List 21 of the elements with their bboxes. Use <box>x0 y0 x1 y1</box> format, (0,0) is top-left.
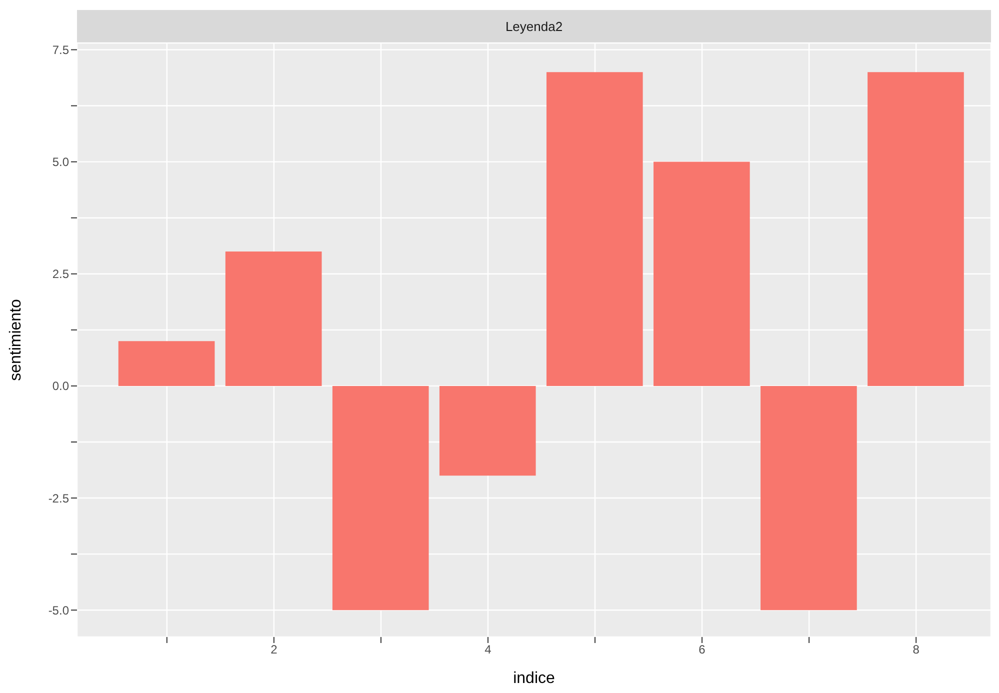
y-tick-label: 2.5 <box>52 267 70 282</box>
bar <box>118 341 215 386</box>
y-tick-label: -2.5 <box>48 491 70 506</box>
bar <box>225 251 322 386</box>
x-tick-label: 2 <box>270 642 278 657</box>
bar <box>439 386 536 476</box>
y-tick-label: 5.0 <box>52 155 70 170</box>
bar <box>760 386 857 610</box>
bar <box>332 386 429 610</box>
y-tick-label: -5.0 <box>48 603 70 618</box>
bar <box>546 72 643 386</box>
x-tick-label: 8 <box>912 642 920 657</box>
x-axis-title: indice <box>513 670 555 687</box>
x-tick-label: 6 <box>698 642 706 657</box>
y-tick-label: 0.0 <box>52 379 70 394</box>
chart-title: Leyenda2 <box>77 10 991 43</box>
x-tick-label: 4 <box>484 642 492 657</box>
y-axis-title: sentimiento <box>8 298 25 381</box>
bar <box>654 162 750 386</box>
y-tick-label: 7.5 <box>52 42 70 57</box>
bar <box>868 72 964 386</box>
